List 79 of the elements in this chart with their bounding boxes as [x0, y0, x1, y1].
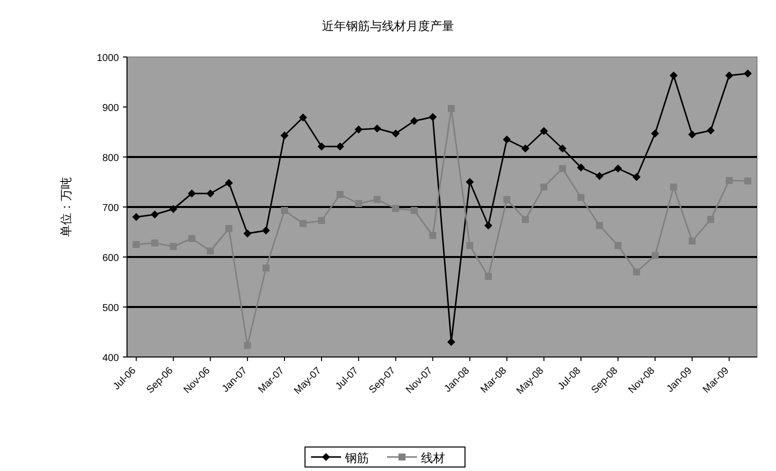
point: [688, 238, 696, 244]
y-tick-label: 700: [102, 203, 120, 214]
point: [688, 130, 696, 138]
point: [448, 105, 455, 112]
point: [466, 242, 474, 249]
point: [132, 241, 140, 248]
point: [706, 126, 715, 134]
point: [410, 207, 418, 214]
point: [744, 70, 752, 78]
point: [392, 130, 400, 138]
point: [447, 338, 456, 346]
point: [540, 184, 548, 190]
point: [318, 217, 326, 224]
point: [299, 114, 308, 122]
point: [169, 205, 178, 213]
y-tick-label: 600: [102, 253, 120, 264]
point: [206, 248, 214, 254]
point: [726, 177, 733, 184]
point: [576, 164, 585, 172]
point: [151, 240, 158, 246]
point: [392, 205, 400, 212]
point: [262, 226, 270, 234]
point: [614, 242, 622, 249]
point: [428, 113, 437, 121]
point: [170, 243, 177, 250]
point: [336, 191, 344, 198]
point: [354, 126, 363, 134]
point: [336, 142, 344, 150]
point: [280, 132, 288, 140]
point: [521, 144, 530, 152]
legend-label: 钢筋: [344, 451, 369, 465]
point: [244, 342, 251, 349]
point: [744, 178, 752, 184]
y-tick-label: 1000: [96, 53, 120, 64]
point: [652, 252, 659, 259]
point: [596, 172, 604, 180]
point: [502, 136, 511, 144]
y-tick-label: 900: [102, 103, 120, 114]
point: [614, 164, 622, 172]
point: [466, 178, 474, 186]
point: [725, 72, 734, 80]
point: [670, 184, 678, 190]
point: [484, 273, 492, 280]
point: [632, 173, 641, 181]
point: [224, 179, 233, 187]
point: [577, 194, 584, 201]
point: [596, 222, 603, 229]
point: [150, 210, 159, 218]
point: [651, 130, 660, 138]
y-axis-title: 单位：万吨: [59, 177, 73, 237]
point: [225, 225, 232, 232]
point: [374, 196, 381, 203]
point: [484, 222, 492, 230]
point: [281, 207, 288, 214]
point: [318, 142, 326, 150]
point: [558, 144, 566, 152]
point: [410, 117, 418, 125]
point: [188, 235, 196, 242]
point: [355, 200, 362, 207]
legend-label: 线材: [421, 451, 445, 465]
y-tick-label: 500: [102, 303, 120, 314]
y-tick-label: 400: [102, 353, 120, 364]
point: [558, 165, 566, 172]
point: [188, 190, 196, 198]
point: [429, 232, 436, 239]
y-tick-label: 800: [102, 153, 120, 164]
point: [503, 196, 510, 203]
point: [206, 190, 214, 198]
point: [373, 124, 382, 132]
point: [707, 216, 714, 223]
point: [262, 264, 270, 272]
point: [132, 213, 140, 221]
point: [522, 216, 529, 223]
point: [633, 268, 640, 276]
title: 近年钢筋与线材月度产量: [322, 19, 454, 33]
point: [540, 127, 548, 135]
point: [300, 220, 307, 227]
point: [243, 230, 252, 238]
point: [670, 72, 678, 80]
